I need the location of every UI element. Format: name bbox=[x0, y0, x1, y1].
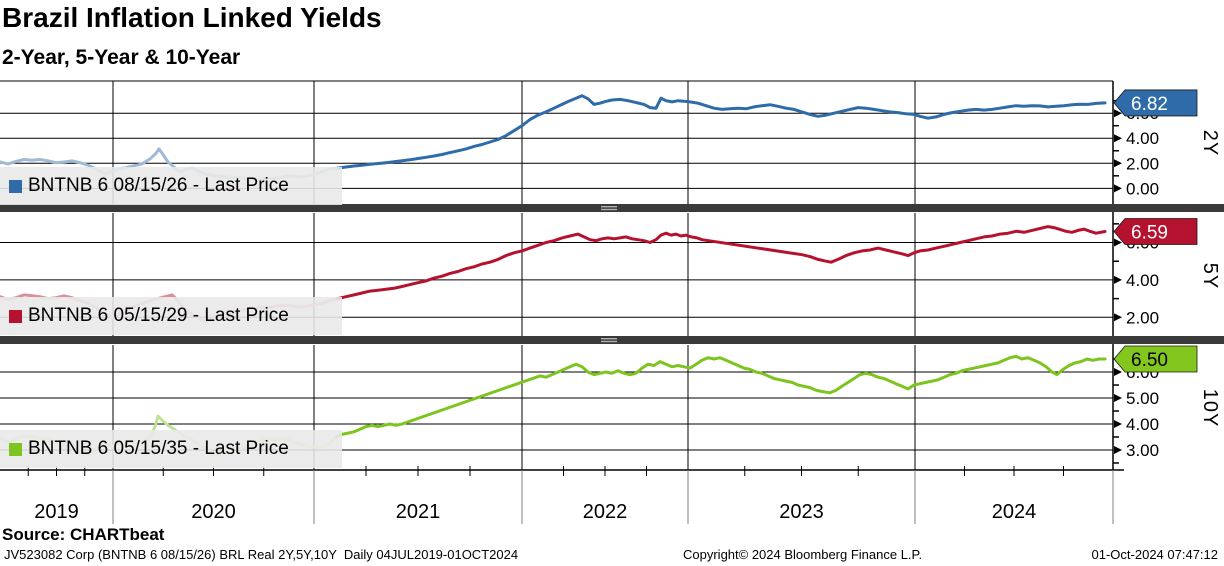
y-tick-arrow bbox=[1114, 420, 1122, 429]
y-tick-label: 0.00 bbox=[1126, 179, 1159, 198]
legend-marker-2y bbox=[9, 179, 22, 193]
last-price-value-5y: 6.59 bbox=[1131, 223, 1168, 244]
chart-meta-text: JV523082 Corp (BNTNB 6 08/15/26) BRL Rea… bbox=[4, 547, 519, 562]
panel-separator-bar[interactable] bbox=[0, 336, 1224, 344]
y-tick-label: 3.00 bbox=[1126, 441, 1159, 460]
y-tick-arrow bbox=[1114, 109, 1122, 118]
y-tick-arrow bbox=[1114, 313, 1122, 322]
last-price-value-2y: 6.82 bbox=[1131, 94, 1168, 115]
panel-separator-bar[interactable] bbox=[0, 204, 1224, 212]
y-tick-arrow bbox=[1114, 159, 1122, 168]
copyright-text: Copyright© 2024 Bloomberg Finance L.P. bbox=[683, 547, 923, 562]
y-tick-arrow bbox=[1114, 368, 1122, 377]
x-tick-label: 2021 bbox=[396, 501, 441, 523]
y-tick-label: 4.00 bbox=[1126, 129, 1159, 148]
x-tick-label: 2020 bbox=[191, 501, 236, 523]
y-tick-label: 2.00 bbox=[1126, 308, 1159, 327]
legend-10y: BNTNB 6 05/15/35 - Last Price bbox=[0, 430, 342, 468]
legend-label-10y: BNTNB 6 05/15/35 - Last Price bbox=[28, 438, 289, 459]
panel-axis-label-10y: 10Y bbox=[1199, 389, 1221, 428]
y-tick-arrow bbox=[1114, 445, 1122, 454]
legend-marker-10y bbox=[9, 442, 22, 456]
legend-2y: BNTNB 6 08/15/26 - Last Price bbox=[0, 167, 342, 205]
y-tick-arrow bbox=[1114, 184, 1122, 193]
last-price-value-10y: 6.50 bbox=[1131, 350, 1168, 371]
y-tick-label: 2.00 bbox=[1126, 154, 1159, 173]
y-tick-label: 5.00 bbox=[1126, 389, 1159, 408]
separator-drag-handle[interactable] bbox=[601, 208, 617, 211]
timestamp-text: 01-Oct-2024 07:47:12 bbox=[1091, 547, 1218, 562]
y-tick-arrow bbox=[1114, 238, 1122, 247]
x-tick-label: 2019 bbox=[34, 501, 79, 523]
legend-label-2y: BNTNB 6 08/15/26 - Last Price bbox=[28, 175, 289, 196]
series-line-5y bbox=[336, 225, 1107, 301]
last-price-badge-2y bbox=[1113, 89, 1198, 117]
page-title: Brazil Inflation Linked Yields bbox=[2, 2, 382, 33]
series-line-2y bbox=[336, 94, 1107, 170]
x-tick-label: 2024 bbox=[992, 501, 1037, 523]
separator-drag-handle[interactable] bbox=[601, 338, 617, 340]
separator-drag-handle[interactable] bbox=[601, 340, 617, 343]
panel-axis-label-5y: 5Y bbox=[1199, 263, 1221, 289]
x-tick-label: 2023 bbox=[779, 501, 824, 523]
last-price-badge-10y bbox=[1113, 345, 1198, 373]
y-tick-arrow bbox=[1114, 134, 1122, 143]
separator-drag-handle[interactable] bbox=[601, 206, 617, 208]
source-label: Source: CHARTbeat bbox=[2, 525, 165, 544]
y-tick-arrow bbox=[1114, 275, 1122, 284]
x-tick-label: 2022 bbox=[583, 501, 628, 523]
page-subtitle: 2-Year, 5-Year & 10-Year bbox=[2, 46, 241, 69]
legend-marker-5y bbox=[9, 309, 22, 323]
legend-label-5y: BNTNB 6 05/15/29 - Last Price bbox=[28, 305, 289, 326]
y-tick-label: 4.00 bbox=[1126, 271, 1159, 290]
panel-axis-label-2y: 2Y bbox=[1199, 130, 1221, 156]
legend-5y: BNTNB 6 05/15/29 - Last Price bbox=[0, 297, 342, 335]
series-line-10y bbox=[334, 354, 1107, 439]
y-tick-label: 4.00 bbox=[1126, 415, 1159, 434]
last-price-badge-5y bbox=[1113, 218, 1198, 245]
y-tick-arrow bbox=[1114, 394, 1122, 403]
